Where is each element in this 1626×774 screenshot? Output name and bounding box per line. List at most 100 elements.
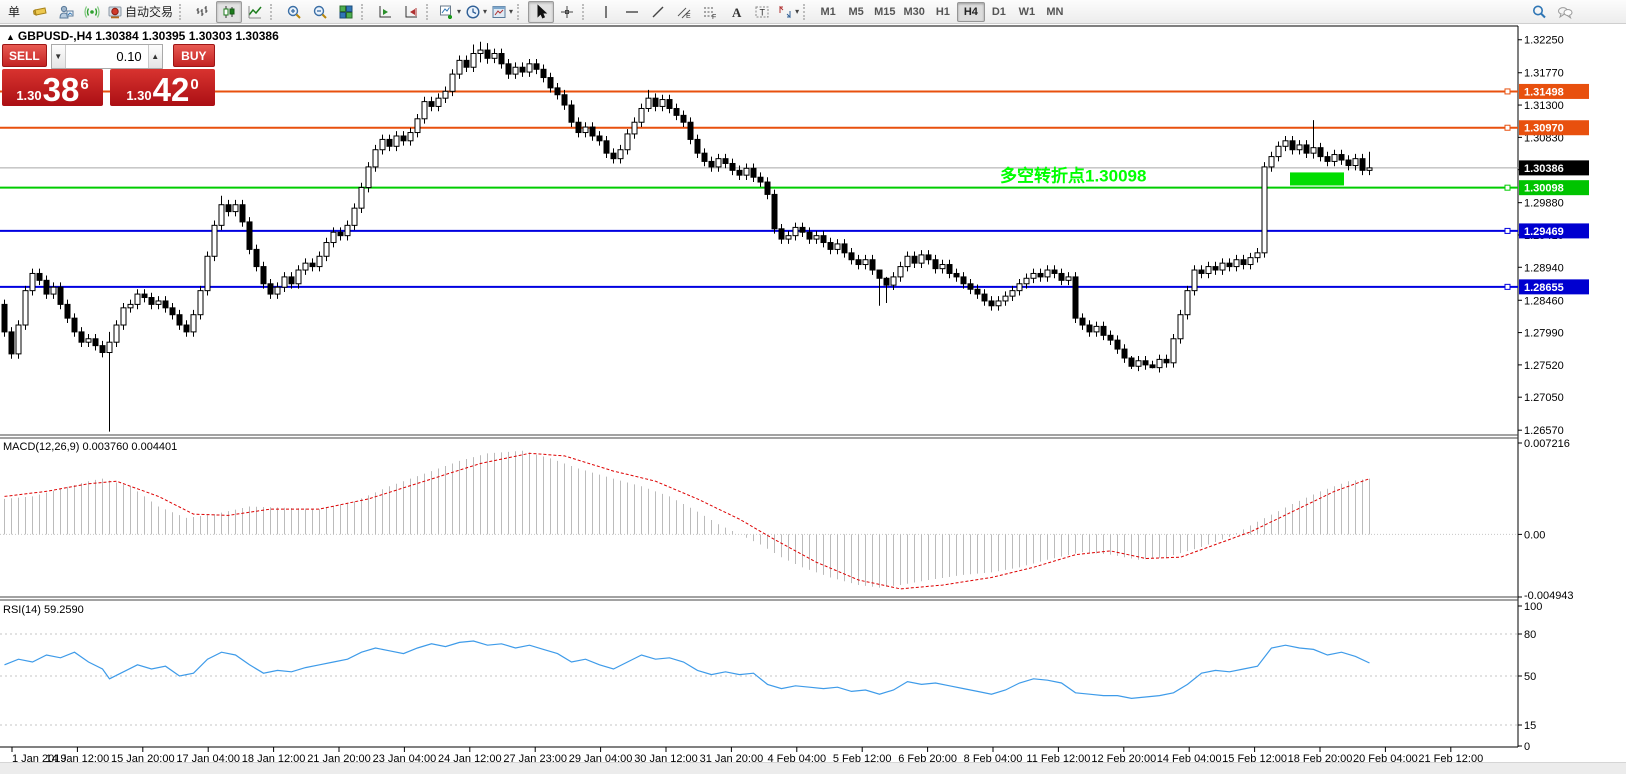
candle bbox=[344, 224, 351, 237]
channel-icon[interactable]: E bbox=[671, 1, 697, 23]
candle bbox=[1065, 276, 1072, 281]
zoom-out-icon[interactable] bbox=[307, 1, 333, 23]
candles-chart-icon[interactable] bbox=[216, 0, 243, 23]
price-axis-label: 1.29880 bbox=[1524, 198, 1564, 210]
highlight-box[interactable] bbox=[1290, 172, 1344, 186]
buy-price-pip: 0 bbox=[190, 76, 199, 93]
horizontal-line-icon[interactable] bbox=[619, 1, 645, 23]
timeframe-m1-button[interactable]: M1 bbox=[820, 5, 836, 18]
candle bbox=[575, 121, 582, 134]
indicators-icon[interactable]: ▾ bbox=[437, 1, 463, 23]
chart-shift-icon[interactable] bbox=[398, 1, 424, 23]
candle bbox=[897, 266, 904, 278]
candle bbox=[1233, 259, 1240, 268]
candle bbox=[512, 66, 519, 75]
candle bbox=[498, 52, 505, 65]
timeframe-m15-button[interactable]: M15 bbox=[874, 5, 896, 18]
chat-icon[interactable] bbox=[1552, 1, 1578, 23]
label-icon[interactable]: T bbox=[749, 1, 775, 23]
line-handle[interactable] bbox=[1504, 283, 1511, 290]
crosshair-icon[interactable] bbox=[554, 1, 580, 23]
auto-scroll-icon[interactable] bbox=[372, 1, 398, 23]
autotrading-button[interactable]: 自动交易 bbox=[105, 1, 177, 23]
buy-price-display[interactable]: 1.30 42 0 bbox=[110, 69, 215, 106]
timeframe-d1-button[interactable]: D1 bbox=[991, 5, 1006, 18]
candle bbox=[841, 243, 848, 254]
candle bbox=[596, 135, 603, 142]
candle bbox=[197, 290, 204, 316]
arrows-icon bbox=[779, 5, 791, 18]
timeframe-mn-button[interactable]: MN bbox=[1046, 5, 1064, 18]
timeframe-w1-button[interactable]: W1 bbox=[1018, 5, 1036, 18]
order-label[interactable]: 单 bbox=[7, 5, 20, 19]
tile-windows-icon[interactable] bbox=[333, 1, 359, 23]
sell-price-display[interactable]: 1.30 38 6 bbox=[2, 69, 103, 106]
publisher-icon[interactable] bbox=[53, 1, 79, 23]
candle bbox=[981, 293, 988, 302]
candle bbox=[554, 87, 561, 96]
candle bbox=[358, 187, 365, 209]
bars-chart-icon[interactable] bbox=[190, 1, 216, 23]
signals-icon[interactable] bbox=[79, 1, 105, 23]
line-handle[interactable] bbox=[1504, 124, 1511, 131]
arrows-icon[interactable]: ▾ bbox=[775, 1, 801, 23]
timeframe-m5-button[interactable]: M5 bbox=[848, 5, 864, 18]
sell-price-pip: 6 bbox=[80, 76, 89, 93]
sell-button[interactable]: SELL bbox=[2, 44, 47, 67]
symbol-header: ▲ GBPUSD-,H4 1.30384 1.30395 1.30303 1.30… bbox=[6, 29, 279, 43]
symbol-collapse-triangle[interactable]: ▲ bbox=[6, 32, 15, 42]
publisher-icon bbox=[59, 5, 74, 18]
channel-icon: E bbox=[677, 7, 691, 20]
candle bbox=[1247, 257, 1254, 266]
line-handle[interactable] bbox=[1504, 184, 1511, 191]
candle bbox=[820, 235, 827, 244]
line-handle[interactable] bbox=[1504, 227, 1511, 234]
macd-axis-label: -0.004943 bbox=[1524, 590, 1574, 602]
timeframe-m30-button[interactable]: M30 bbox=[903, 5, 925, 18]
candle bbox=[1030, 272, 1037, 279]
dropdown-caret[interactable]: ▾ bbox=[795, 7, 800, 16]
svg-text:E: E bbox=[686, 13, 691, 20]
candle bbox=[918, 254, 925, 264]
zoom-in-icon[interactable] bbox=[281, 1, 307, 23]
signals-icon bbox=[84, 5, 100, 18]
buy-button[interactable]: BUY bbox=[172, 44, 215, 67]
text-icon[interactable]: A bbox=[723, 1, 749, 23]
volume-decrease-button[interactable]: ▼ bbox=[51, 45, 66, 68]
candle bbox=[764, 181, 771, 195]
rsi-axis-label: 0 bbox=[1524, 741, 1530, 753]
indicators-icon bbox=[440, 5, 453, 19]
fibonacci-icon[interactable]: F bbox=[697, 1, 723, 23]
periods-icon[interactable]: ▾ bbox=[463, 1, 489, 23]
vertical-line-icon[interactable] bbox=[593, 1, 619, 23]
search-icon[interactable] bbox=[1526, 1, 1552, 23]
buy-price-big: 42 bbox=[152, 71, 190, 108]
candle bbox=[645, 97, 652, 109]
candle bbox=[1359, 158, 1366, 171]
dropdown-caret[interactable]: ▾ bbox=[509, 7, 514, 16]
price-badge bbox=[1519, 83, 1589, 99]
vertical-line-icon bbox=[605, 5, 607, 18]
candle bbox=[561, 94, 568, 106]
svg-text:T: T bbox=[760, 7, 766, 17]
sponge-icon[interactable] bbox=[27, 1, 53, 23]
timeframe-h4-button[interactable]: H4 bbox=[956, 1, 985, 22]
volume-input[interactable] bbox=[65, 45, 148, 68]
dropdown-caret[interactable]: ▾ bbox=[457, 7, 462, 16]
candle bbox=[309, 262, 316, 268]
line-handle[interactable] bbox=[1504, 88, 1511, 95]
dropdown-caret[interactable]: ▾ bbox=[483, 7, 488, 16]
volume-increase-button[interactable]: ▲ bbox=[147, 45, 162, 68]
tile-windows-icon bbox=[339, 5, 353, 18]
line-chart-icon[interactable] bbox=[242, 1, 268, 23]
trendline-icon[interactable] bbox=[645, 1, 671, 23]
price-axis-label: 1.27520 bbox=[1524, 360, 1564, 372]
templates-icon[interactable]: ▾ bbox=[489, 1, 515, 23]
candle bbox=[29, 272, 36, 292]
cursor-icon[interactable] bbox=[528, 0, 555, 23]
candle bbox=[120, 307, 127, 326]
candle bbox=[176, 314, 183, 326]
candle bbox=[57, 286, 64, 305]
candle bbox=[162, 300, 169, 309]
timeframe-h1-button[interactable]: H1 bbox=[935, 5, 950, 18]
